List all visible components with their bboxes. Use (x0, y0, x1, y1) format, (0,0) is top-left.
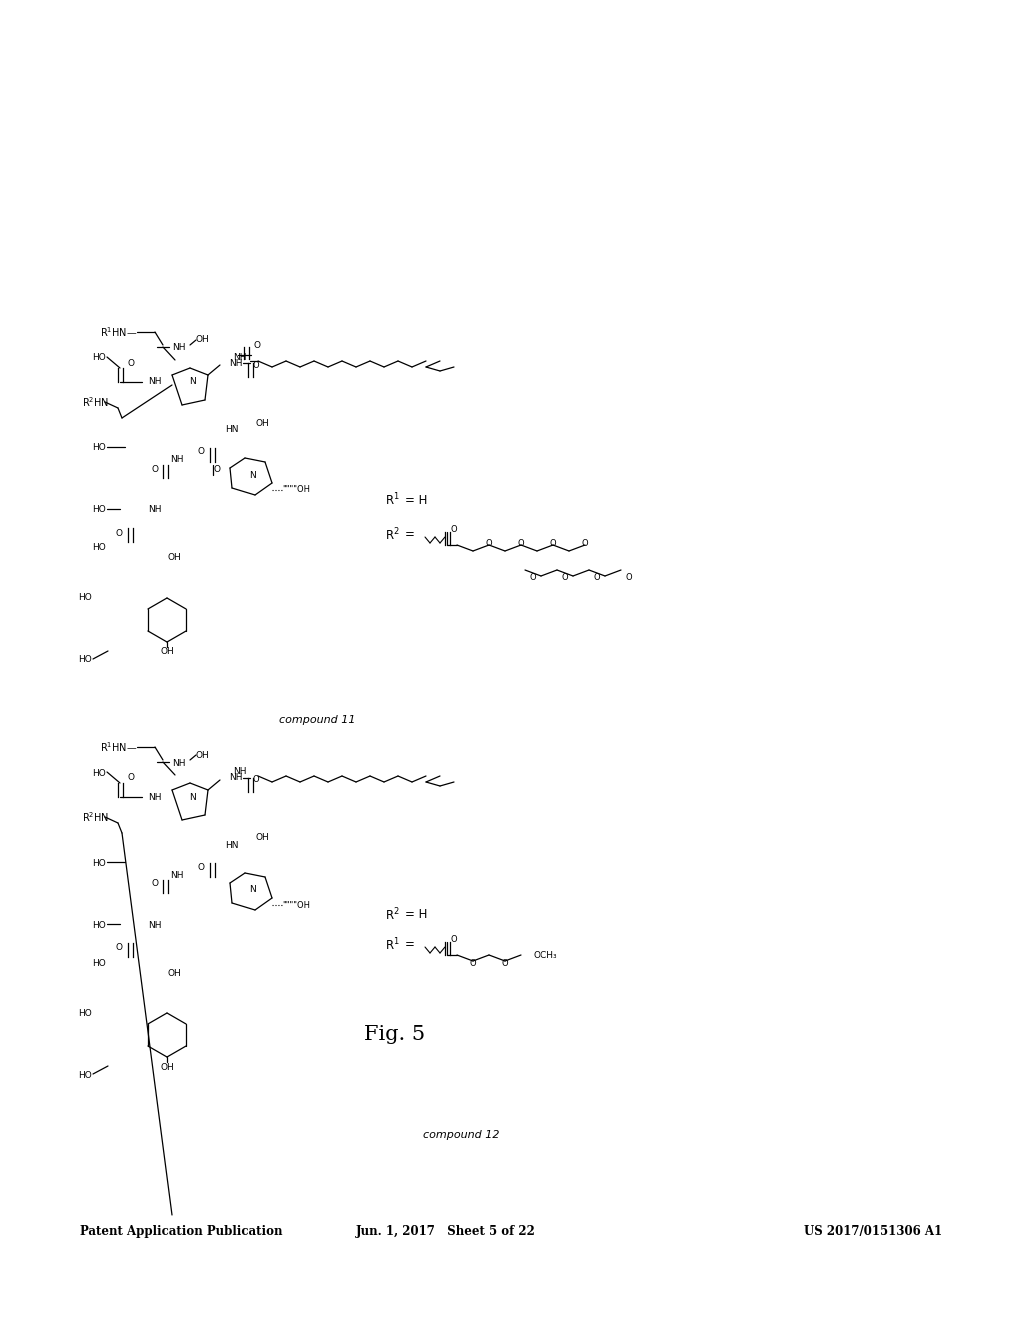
Text: HO: HO (92, 958, 105, 968)
Text: R$^2$: R$^2$ (385, 907, 399, 923)
Text: O: O (253, 776, 259, 784)
Text: R$^1$: R$^1$ (385, 937, 399, 953)
Text: R$^2$: R$^2$ (385, 527, 399, 544)
Text: R$^1$HN—: R$^1$HN— (100, 325, 137, 339)
Text: NH: NH (233, 767, 247, 776)
Text: HO: HO (78, 1071, 92, 1080)
Text: O: O (626, 573, 632, 582)
Text: OH: OH (196, 335, 210, 345)
Text: NH: NH (148, 920, 162, 929)
Text: HO: HO (92, 920, 105, 929)
Text: O: O (502, 958, 508, 968)
Text: O: O (213, 466, 220, 474)
Text: =: = (406, 939, 415, 952)
Text: O: O (253, 341, 260, 350)
Text: HO: HO (92, 354, 105, 363)
Text: NH: NH (229, 774, 243, 783)
Text: OH: OH (255, 418, 268, 428)
Text: O: O (253, 360, 259, 370)
Text: R$^1$HN—: R$^1$HN— (100, 741, 137, 754)
Text: HO: HO (78, 656, 92, 664)
Text: HO: HO (92, 444, 105, 453)
Text: O: O (529, 573, 537, 582)
Text: O: O (127, 359, 134, 367)
Text: O: O (550, 539, 556, 548)
Text: NH: NH (172, 343, 185, 352)
Text: O: O (116, 528, 123, 537)
Text: O: O (470, 958, 476, 968)
Text: OH: OH (160, 1063, 174, 1072)
Text: HO: HO (78, 594, 92, 602)
Text: N: N (188, 792, 196, 801)
Text: O: O (127, 774, 134, 783)
Text: R$^2$HN: R$^2$HN (82, 810, 110, 824)
Text: O: O (485, 539, 493, 548)
Text: O: O (562, 573, 568, 582)
Text: HN: HN (225, 425, 239, 434)
Text: HO: HO (92, 506, 105, 515)
Text: OH: OH (167, 969, 181, 978)
Text: O: O (594, 573, 600, 582)
Text: OH: OH (167, 553, 181, 562)
Text: R$^2$HN: R$^2$HN (82, 395, 110, 409)
Text: compound 11: compound 11 (280, 715, 355, 725)
Text: O: O (151, 465, 158, 474)
Text: NH: NH (172, 759, 185, 767)
Text: HN: HN (225, 841, 239, 850)
Text: O: O (151, 879, 158, 888)
Text: O: O (116, 944, 123, 953)
Text: N: N (249, 886, 255, 895)
Text: O: O (451, 525, 458, 535)
Text: """"OH: """"OH (282, 900, 310, 909)
Text: NH: NH (148, 506, 162, 515)
Text: NH: NH (233, 352, 247, 362)
Text: HO: HO (78, 1008, 92, 1018)
Text: NH: NH (170, 455, 183, 465)
Text: HO: HO (92, 768, 105, 777)
Text: N: N (249, 470, 255, 479)
Text: US 2017/0151306 A1: US 2017/0151306 A1 (804, 1225, 942, 1238)
Text: =: = (406, 528, 415, 541)
Text: HO: HO (92, 858, 105, 867)
Text: NH: NH (148, 792, 162, 801)
Text: N: N (188, 378, 196, 387)
Text: = H: = H (406, 908, 427, 921)
Text: NH: NH (170, 870, 183, 879)
Text: compound 12: compound 12 (423, 1130, 499, 1140)
Text: O: O (518, 539, 524, 548)
Text: NH: NH (148, 378, 162, 387)
Text: O: O (198, 447, 205, 457)
Text: HO: HO (92, 544, 105, 553)
Text: """"OH: """"OH (282, 486, 310, 495)
Text: OCH₃: OCH₃ (534, 950, 557, 960)
Text: Fig. 5: Fig. 5 (364, 1026, 425, 1044)
Text: O: O (451, 936, 458, 945)
Text: Jun. 1, 2017   Sheet 5 of 22: Jun. 1, 2017 Sheet 5 of 22 (355, 1225, 536, 1238)
Text: O: O (198, 862, 205, 871)
Text: Patent Application Publication: Patent Application Publication (80, 1225, 283, 1238)
Text: R$^1$: R$^1$ (385, 492, 399, 508)
Text: OH: OH (255, 833, 268, 842)
Text: O: O (582, 539, 589, 548)
Text: = H: = H (406, 494, 427, 507)
Text: NH: NH (229, 359, 243, 367)
Text: OH: OH (160, 648, 174, 656)
Text: OH: OH (196, 751, 210, 759)
